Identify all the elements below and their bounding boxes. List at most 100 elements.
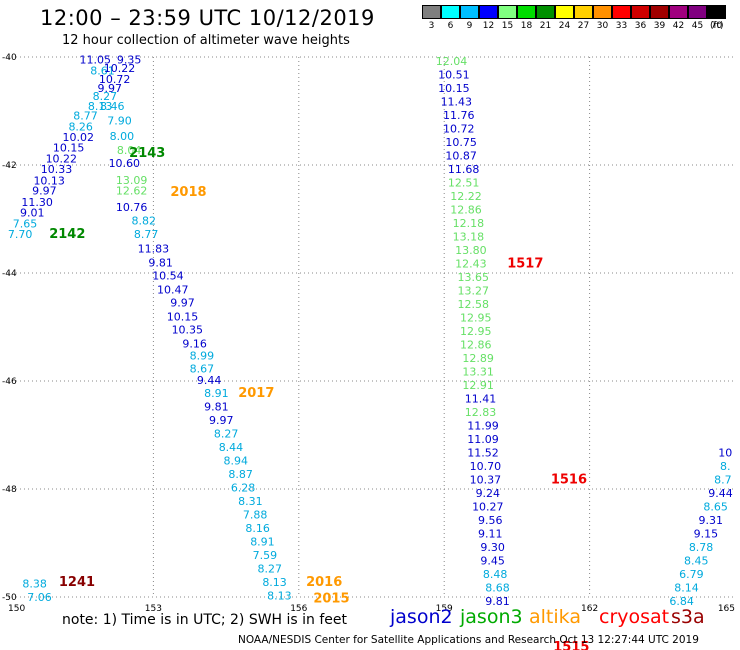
- wave-height-value: 10.02: [63, 131, 95, 144]
- wave-height-value: 8.78: [689, 541, 714, 554]
- y-tick-label: -50: [2, 593, 17, 603]
- wave-height-value: 8.77: [73, 110, 98, 123]
- wave-height-value: 10.76: [116, 201, 148, 214]
- pass-label: 2017: [238, 386, 274, 401]
- wave-height-value: 8.82: [131, 214, 156, 227]
- pass-label: 1517: [507, 257, 543, 272]
- wave-height-value: 13.09: [116, 174, 148, 187]
- x-tick-label: 150: [8, 604, 25, 614]
- satellite-label-jason3: jason3: [460, 606, 523, 628]
- wave-height-value: 8.99: [190, 349, 215, 362]
- legend-swatch: [574, 5, 593, 19]
- wave-height-value: 12.62: [116, 185, 148, 198]
- wave-height-value: 12.22: [450, 190, 482, 203]
- wave-height-value: 12.95: [460, 312, 492, 325]
- wave-height-value: 12.58: [458, 298, 490, 311]
- wave-height-value: 11.76: [443, 109, 475, 122]
- wave-height-value: 9.16: [182, 338, 207, 351]
- pass-label: 1515: [553, 640, 589, 650]
- wave-height-value: 9.56: [478, 514, 503, 527]
- wave-height-value: 10.15: [53, 142, 85, 155]
- wave-height-value: 10.27: [472, 501, 504, 514]
- wave-height-value: 10.15: [167, 311, 199, 324]
- legend-swatch-label: 21: [539, 21, 552, 31]
- legend-swatch-label: 24: [558, 21, 571, 31]
- x-tick-label: 159: [436, 604, 453, 614]
- wave-height-value: 8.31: [238, 495, 263, 508]
- wave-height-value: 8.00: [110, 130, 135, 143]
- wave-height-value: 8.14: [674, 582, 699, 595]
- legend-swatch: [441, 5, 460, 19]
- wave-height-value: 9.97: [98, 82, 123, 95]
- wave-height-value: 10.13: [33, 174, 65, 187]
- wave-height-value: 12.51: [448, 177, 480, 190]
- wave-height-value: 8.91: [250, 536, 275, 549]
- wave-height-value: 13.31: [462, 366, 494, 379]
- legend-swatch: [517, 5, 536, 19]
- wave-height-value: 8.7: [714, 474, 732, 487]
- wave-height-value: 12.04: [436, 55, 468, 68]
- wave-height-value: 8.04: [117, 144, 142, 157]
- legend-swatch-label: 18: [520, 21, 533, 31]
- wave-height-value: 8.44: [219, 441, 244, 454]
- legend-unit: (ft): [710, 21, 724, 31]
- wave-height-value: 8.67: [190, 362, 215, 375]
- wave-height-value: 11.99: [467, 420, 499, 433]
- wave-height-value: 8.46: [100, 100, 125, 113]
- legend-swatch: [460, 5, 479, 19]
- wave-height-value: 9.97: [170, 296, 195, 309]
- wave-height-value: 9.81: [204, 401, 229, 414]
- legend-swatch-label: 27: [577, 21, 590, 31]
- wave-height-value: 8.27: [214, 428, 239, 441]
- wave-height-value: 9.15: [694, 528, 719, 541]
- wave-height-value: 8.13: [267, 590, 292, 603]
- footer-note: note: 1) Time is in UTC; 2) SWH is in fe…: [62, 612, 348, 628]
- wave-height-value: 10.22: [104, 62, 136, 75]
- pass-label: 2142: [49, 227, 85, 242]
- wave-height-value: 8.38: [22, 577, 47, 590]
- legend-swatch: [631, 5, 650, 19]
- wave-height-value: 10: [718, 447, 732, 460]
- wave-height-value: 10.54: [152, 269, 184, 282]
- legend-swatch: [650, 5, 669, 19]
- wave-height-value: 8.16: [245, 522, 270, 535]
- wave-height-value: 11.52: [467, 447, 499, 460]
- x-tick-label: 156: [290, 604, 307, 614]
- satellite-label-cryosat: cryosat: [599, 606, 670, 628]
- wave-height-value: 8.77: [134, 228, 159, 241]
- wave-height-value: 10.35: [172, 323, 204, 336]
- satellite-label-s3a: s3a: [671, 606, 705, 628]
- wave-height-value: 9.24: [476, 487, 501, 500]
- wave-height-value: 6.84: [669, 595, 694, 608]
- wave-height-value: 12.91: [462, 379, 494, 392]
- wave-height-value: 10.37: [470, 474, 502, 487]
- wave-height-value: 8.94: [224, 455, 249, 468]
- wave-height-value: 11.43: [441, 96, 473, 109]
- wave-height-value: 6.28: [231, 482, 256, 495]
- pass-label: 2016: [306, 575, 342, 590]
- legend-swatch-label: 45: [691, 21, 704, 31]
- legend-swatch: [422, 5, 441, 19]
- wave-height-value: 10.75: [445, 136, 477, 149]
- wave-height-value: 13.18: [453, 231, 485, 244]
- wave-height-value: 10.87: [445, 150, 477, 163]
- chart-title: 12:00 – 23:59 UTC 10/12/2019: [40, 6, 375, 30]
- wave-height-value: 13.80: [455, 244, 487, 257]
- wave-height-value: 12.86: [450, 204, 482, 217]
- wave-height-value: 7.06: [27, 591, 52, 604]
- wave-height-value: 8.13: [262, 576, 287, 589]
- legend-swatch-label: 42: [672, 21, 685, 31]
- wave-height-value: 9.35: [117, 53, 142, 66]
- pass-label: 1241: [59, 575, 95, 590]
- wave-height-value: 12.89: [462, 352, 494, 365]
- legend-swatch: [593, 5, 612, 19]
- x-tick-label: 153: [145, 604, 162, 614]
- legend-swatch-label: 12: [482, 21, 495, 31]
- wave-height-value: 8.13: [88, 100, 113, 113]
- legend-swatch-label: 6: [447, 21, 454, 31]
- wave-height-value: 12.83: [465, 406, 497, 419]
- wave-height-value: 10.60: [109, 157, 141, 170]
- legend-swatch: [707, 5, 726, 19]
- wave-height-value: 9.44: [708, 487, 733, 500]
